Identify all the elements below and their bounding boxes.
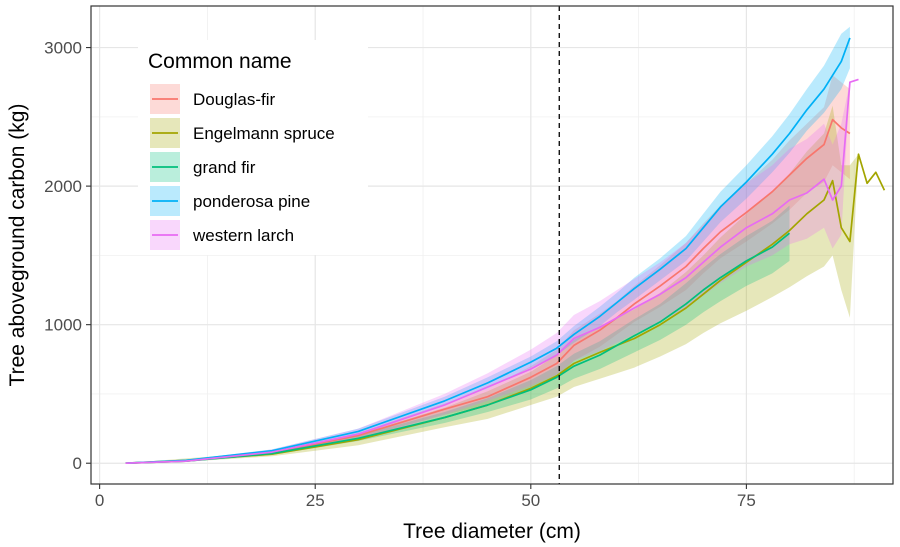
ribbon-engelmann-spruce (125, 105, 885, 464)
ribbon-douglas-fir (125, 75, 850, 464)
x-tick-label: 75 (737, 491, 756, 510)
y-tick-label: 1000 (44, 316, 82, 335)
y-tick-label: 2000 (44, 177, 82, 196)
series-lines (125, 37, 886, 465)
ribbon-grand-fir (125, 205, 790, 464)
line-western-larch (125, 78, 859, 465)
legend-label-western-larch: western larch (192, 226, 294, 245)
legend-items: Douglas-fir Engelmann spruce grand fir pond… (150, 84, 335, 250)
legend-title: Common name (148, 50, 292, 73)
plot-panel-border (90, 5, 894, 485)
x-tick-label: 50 (521, 491, 540, 510)
x-axis-title: Tree diameter (cm) (403, 520, 581, 543)
legend-label-grand-fir: grand fir (193, 158, 256, 177)
ribbon-western-larch (125, 79, 859, 464)
legend-label-engelmann-spruce: Engelmann spruce (193, 124, 335, 143)
legend-label-ponderosa-pine: ponderosa pine (193, 192, 310, 211)
line-douglas-fir (125, 118, 851, 465)
line-grand-fir (125, 232, 791, 465)
y-axis-ticks: 0 1000 2000 3000 (44, 39, 91, 473)
y-axis-title: Tree aboveground carbon (kg) (6, 104, 29, 387)
confidence-ribbons (125, 26, 885, 464)
y-tick-label: 3000 (44, 39, 82, 58)
legend-label-douglas-fir: Douglas-fir (193, 90, 276, 109)
legend: Common name Douglas-fir Engelmann spruce g… (138, 40, 368, 255)
line-ponderosa-pine (125, 37, 851, 465)
x-axis-ticks: 0 25 50 75 (95, 484, 756, 510)
x-tick-label: 0 (95, 491, 104, 510)
y-tick-label: 0 (73, 454, 82, 473)
legend-background (138, 40, 368, 255)
x-tick-label: 25 (306, 491, 325, 510)
